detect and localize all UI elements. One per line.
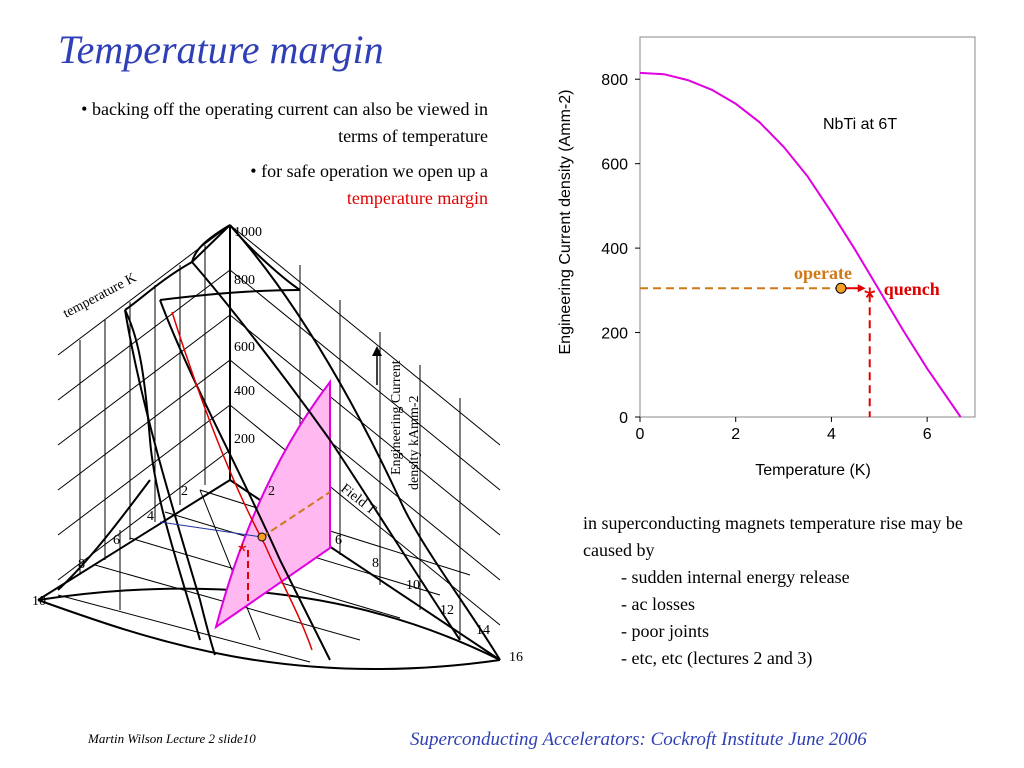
footer-author: Martin Wilson Lecture 2 slide10 (88, 731, 256, 746)
quench-asterisk-3d: * (238, 539, 247, 564)
margin-arrowhead (857, 284, 866, 293)
cause-item: - poor joints (621, 621, 709, 641)
temperature-tick: 4 (147, 509, 154, 524)
bullet-item: • backing off the operating current can … (81, 99, 488, 146)
field-tick: 8 (372, 556, 379, 571)
current-tick: 200 (234, 432, 255, 447)
chart-annotation: NbTi at 6T (823, 116, 897, 133)
causes-intro: in superconducting magnets temperature r… (583, 513, 963, 560)
bullet-highlight: temperature margin (346, 188, 488, 208)
temperature-tick: 6 (113, 533, 120, 548)
plot-area (639, 36, 976, 418)
field-tick: 6 (335, 533, 342, 548)
axis-label-current-2: density kAmm-2 (407, 396, 422, 491)
y-tick-label: 600 (601, 157, 628, 174)
bullet-list: • backing off the operating current can … (80, 96, 488, 220)
y-tick-label: 400 (601, 241, 628, 258)
quench-point: * (864, 282, 876, 315)
field-tick: 14 (476, 623, 490, 638)
bullet-text: for safe operation we open up a (261, 161, 488, 181)
footer-event: Superconducting Accelerators: Cockroft I… (410, 729, 867, 750)
x-tick-label: 4 (827, 426, 836, 443)
current-tick: 800 (234, 273, 255, 288)
nbti-critical-curve (639, 71, 962, 418)
temperature-tick: 8 (78, 557, 85, 572)
surface-frame (37, 224, 501, 671)
axis-label-current-1: Engineering Current (389, 360, 404, 475)
x-tick-label: 6 (923, 426, 932, 443)
field-tick: 10 (406, 578, 420, 593)
operate-label: operate (794, 263, 852, 283)
surface-curves (57, 224, 501, 661)
field-tick: 2 (268, 484, 275, 499)
field-tick: 12 (440, 603, 454, 618)
x-tick-label: 0 (636, 426, 645, 443)
current-tick: 600 (234, 340, 255, 355)
cause-item: - etc, etc (lectures 2 and 3) (621, 648, 813, 668)
cause-item: - ac losses (621, 594, 695, 614)
y-tick-label: 800 (601, 72, 628, 89)
x-axis-label: Temperature (K) (755, 462, 871, 479)
field-tick: 16 (509, 650, 523, 665)
y-tick-label: 200 (601, 326, 628, 343)
operate-point-3d (257, 532, 267, 542)
operate-field-line (159, 521, 263, 538)
x-tick-label: 2 (731, 426, 740, 443)
tick-group: 0 2 4 6 0 200 400 600 800 (601, 72, 931, 443)
temperature-tick: 10 (32, 594, 46, 609)
operate-margin-dashes (261, 491, 331, 538)
quench-temperature-trace (171, 311, 313, 651)
operate-point (835, 282, 847, 294)
page-title: Temperature margin (58, 27, 384, 72)
bullet-item: • for safe operation we open up a tempera… (250, 161, 488, 208)
temperature-tick: 2 (181, 484, 188, 499)
quench-label: quench (884, 279, 940, 299)
current-tick: 1000 (234, 225, 262, 240)
cause-item: - sudden internal energy release (621, 567, 850, 587)
y-axis-label: Engineering Current density (Amm-2) (557, 90, 574, 355)
causes-text: in superconducting magnets temperature r… (583, 510, 1003, 672)
current-tick: 400 (234, 384, 255, 399)
y-tick-label: 0 (619, 410, 628, 427)
bullet-text: backing off the operating current can al… (91, 99, 488, 146)
